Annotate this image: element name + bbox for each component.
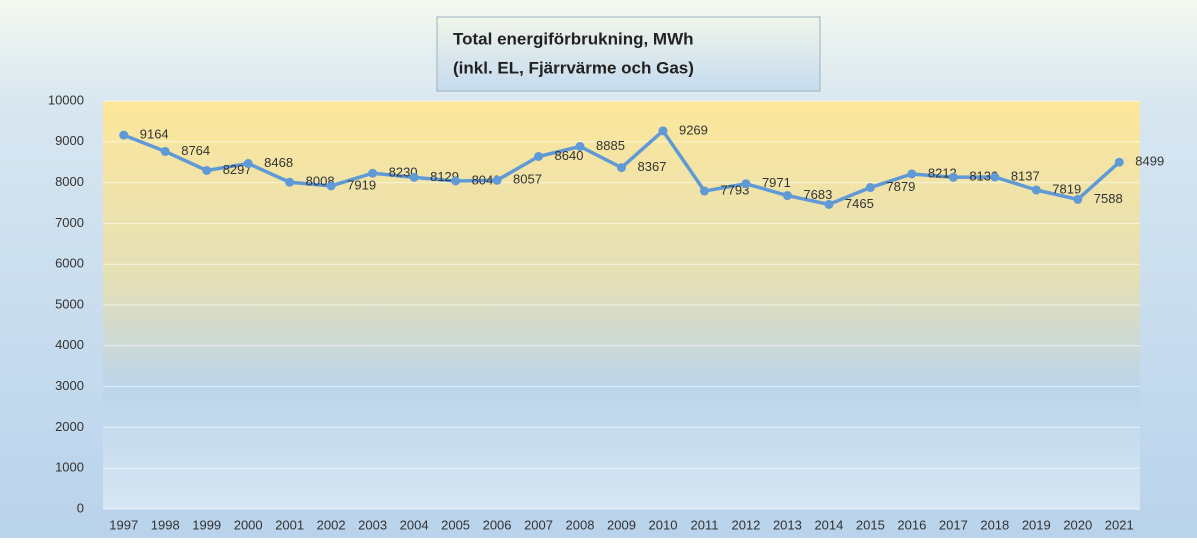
y-tick-label: 0 [77, 500, 84, 515]
x-tick-label: 2017 [939, 517, 968, 532]
data-point [326, 181, 336, 191]
x-tick-label: 2002 [317, 517, 346, 532]
x-tick-label: 2018 [980, 517, 1009, 532]
data-label: 7971 [762, 175, 791, 190]
data-label: 9269 [679, 122, 708, 137]
y-tick-label: 2000 [55, 419, 84, 434]
x-tick-label: 2009 [607, 517, 636, 532]
x-tick-label: 2006 [483, 517, 512, 532]
data-label: 8764 [181, 143, 210, 158]
chart-subtitle: (inkl. EL, Fjärrvärme och Gas) [453, 58, 694, 77]
x-tick-label: 2008 [566, 517, 595, 532]
y-tick-label: 10000 [48, 92, 84, 107]
data-point [1073, 194, 1083, 204]
data-point [285, 177, 295, 187]
x-tick-label: 2021 [1105, 517, 1134, 532]
title-box [436, 16, 821, 92]
data-label: 8130 [969, 169, 998, 184]
x-tick-label: 2014 [814, 517, 843, 532]
x-tick-label: 2020 [1063, 517, 1092, 532]
y-tick-label: 7000 [55, 215, 84, 230]
data-point [368, 168, 378, 178]
data-point [948, 172, 958, 182]
data-label: 7793 [720, 182, 749, 197]
x-tick-label: 2000 [234, 517, 263, 532]
data-point [492, 175, 502, 185]
data-label: 8137 [1011, 168, 1040, 183]
x-tick-label: 2001 [275, 517, 304, 532]
data-point [658, 126, 668, 136]
data-point [160, 146, 170, 156]
x-tick-label: 2016 [897, 517, 926, 532]
data-label: 7683 [803, 187, 832, 202]
x-tick-label: 2013 [773, 517, 802, 532]
data-point [1031, 185, 1041, 195]
data-point [451, 176, 461, 186]
x-tick-label: 2019 [1022, 517, 1051, 532]
data-point [741, 179, 751, 189]
x-tick-label: 2004 [400, 517, 429, 532]
data-point [617, 163, 626, 173]
x-tick-label: 2007 [524, 517, 553, 532]
data-label: 8367 [638, 159, 667, 174]
data-label: 8885 [596, 138, 625, 153]
y-tick-label: 8000 [55, 174, 84, 189]
data-label: 7819 [1052, 181, 1081, 196]
data-label: 8057 [513, 172, 542, 187]
data-point [243, 159, 253, 169]
x-tick-label: 2003 [358, 517, 387, 532]
x-tick-label: 1998 [151, 517, 180, 532]
data-point [782, 191, 792, 201]
data-point [699, 186, 709, 196]
y-tick-label: 4000 [55, 337, 84, 352]
data-point [409, 172, 419, 182]
data-label: 9164 [140, 127, 169, 142]
data-point [575, 141, 585, 151]
y-tick-label: 1000 [55, 460, 84, 475]
data-label: 7879 [886, 179, 915, 194]
data-label: 8040 [472, 172, 501, 187]
chart-title: Total energiförbrukning, MWh [453, 29, 694, 48]
data-point [907, 169, 917, 179]
data-point [534, 151, 544, 161]
y-tick-label: 3000 [55, 378, 84, 393]
data-point [119, 130, 129, 140]
y-tick-label: 6000 [55, 256, 84, 271]
data-label: 8468 [264, 155, 293, 170]
y-tick-label: 9000 [55, 133, 84, 148]
data-point [202, 165, 212, 175]
x-tick-label: 2011 [690, 517, 718, 532]
x-tick-label: 2015 [856, 517, 885, 532]
x-tick-label: 1999 [192, 517, 221, 532]
data-label: 8640 [555, 148, 584, 163]
x-tick-label: 2005 [441, 517, 470, 532]
data-label: 8499 [1135, 154, 1164, 169]
data-label: 7588 [1094, 191, 1123, 206]
data-label: 7919 [347, 177, 376, 192]
x-tick-label: 2012 [731, 517, 760, 532]
x-tick-label: 2010 [649, 517, 678, 532]
y-tick-label: 5000 [55, 296, 84, 311]
data-point [1114, 157, 1124, 167]
data-point [990, 172, 1000, 182]
data-label: 7465 [845, 196, 874, 211]
x-tick-label: 1997 [109, 517, 138, 532]
data-point [865, 183, 875, 193]
data-point [824, 199, 834, 209]
